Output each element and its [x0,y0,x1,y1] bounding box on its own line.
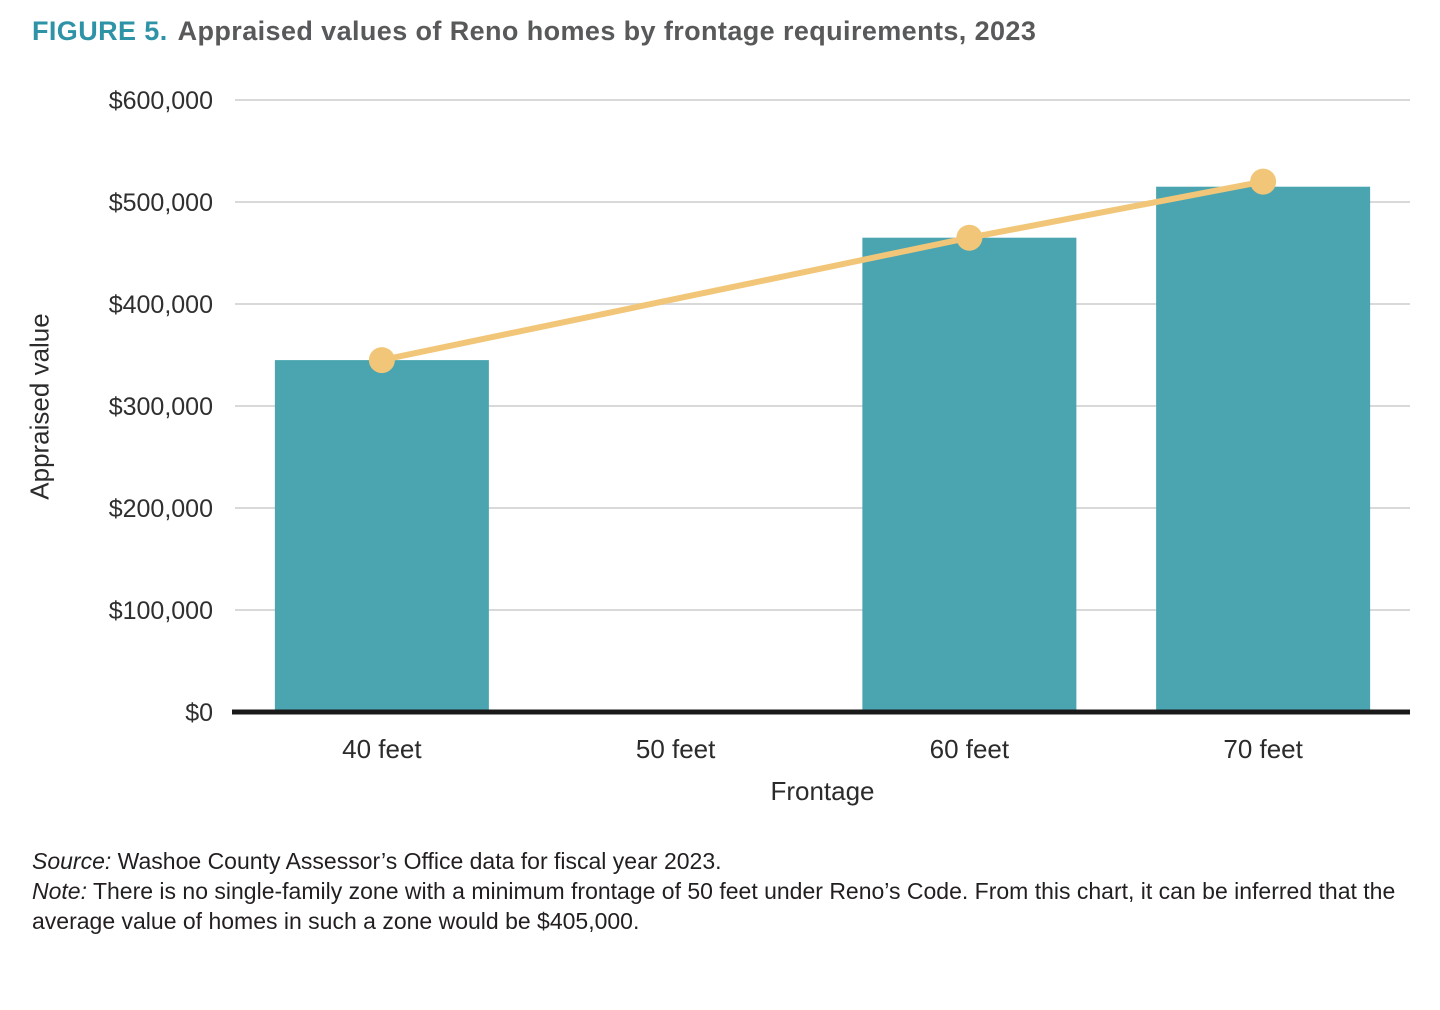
y-tick-label: $600,000 [109,87,213,115]
y-tick-label: $300,000 [109,393,213,421]
x-tick-label: 40 feet [342,734,422,764]
bar-60-feet [862,237,1077,712]
note-text: There is no single-family zone with a mi… [32,878,1396,934]
x-tick-label: 70 feet [1223,734,1303,764]
trend-point [1250,168,1277,195]
trend-point [368,347,395,374]
footnotes: Source: Washoe County Assessor’s Office … [32,846,1412,936]
source-note: Source: Washoe County Assessor’s Office … [32,846,1412,876]
trend-point [956,224,983,251]
figure-label: FIGURE 5. [32,16,168,46]
chart-note: Note: There is no single-family zone wit… [32,876,1412,936]
source-label: Source: [32,848,112,874]
y-axis-label-text: Appraised value [24,312,55,500]
trend-line [378,178,1267,364]
x-tick-label: 50 feet [636,734,716,764]
y-tick-label: $500,000 [109,189,213,217]
y-tick-label: $100,000 [109,597,213,625]
figure-title-text: Appraised values of Reno homes by fronta… [177,16,1037,46]
chart-plot-area: $0 $100,000 $200,000 $300,000 $400,000 $500,0… [109,87,1410,764]
x-axis-label: Frontage [770,776,875,806]
y-tick-label: $200,000 [109,495,213,523]
note-label: Note: [32,878,87,904]
y-tick-label: $0 [185,699,213,727]
bar-40-feet [274,360,489,712]
y-tick-label: $400,000 [109,291,213,319]
y-axis-label: Appraised value [18,100,62,712]
bar-70-feet [1156,186,1371,712]
figure-title: FIGURE 5. Appraised values of Reno homes … [32,16,1036,47]
x-tick-label: 60 feet [930,734,1010,764]
source-text: Washoe County Assessor’s Office data for… [111,848,722,874]
